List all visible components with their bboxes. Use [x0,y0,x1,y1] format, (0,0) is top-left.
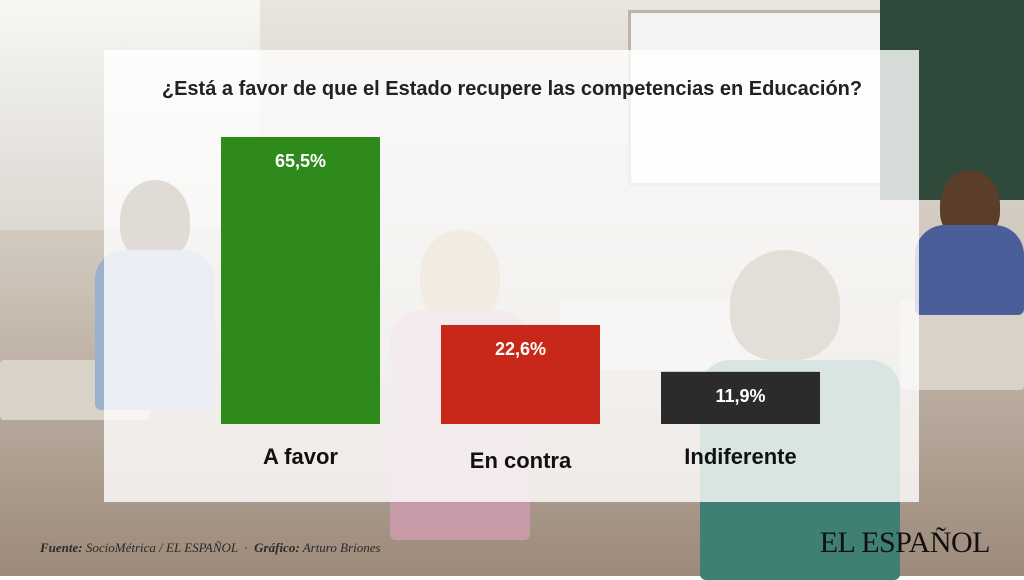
background-child [915,225,1024,315]
bar-value-label: 65,5% [275,151,326,171]
bar-value-label: 22,6% [495,339,546,359]
bar-en-contra [441,324,600,424]
source-label: Fuente: [40,540,83,555]
bar-a-favor [221,137,380,424]
bar-value-label: 11,9% [715,386,765,406]
source-value: SocioMétrica / EL ESPAÑOL [85,540,238,555]
background-desk [900,300,1024,390]
chart-title: ¿Está a favor de que el Estado recupere … [161,78,863,100]
graphic-value: Arturo Briones [302,540,381,555]
category-label: En contra [470,448,572,473]
footer-credits: Fuente: SocioMétrica / EL ESPAÑOL · Gráf… [40,540,381,555]
category-label: Indiferente [684,444,796,469]
category-label: A favor [263,444,338,469]
bar-indiferente [661,371,820,424]
el-espanol-logo: EL ESPAÑOL [819,526,991,559]
graphic-label: Gráfico: [254,540,300,555]
